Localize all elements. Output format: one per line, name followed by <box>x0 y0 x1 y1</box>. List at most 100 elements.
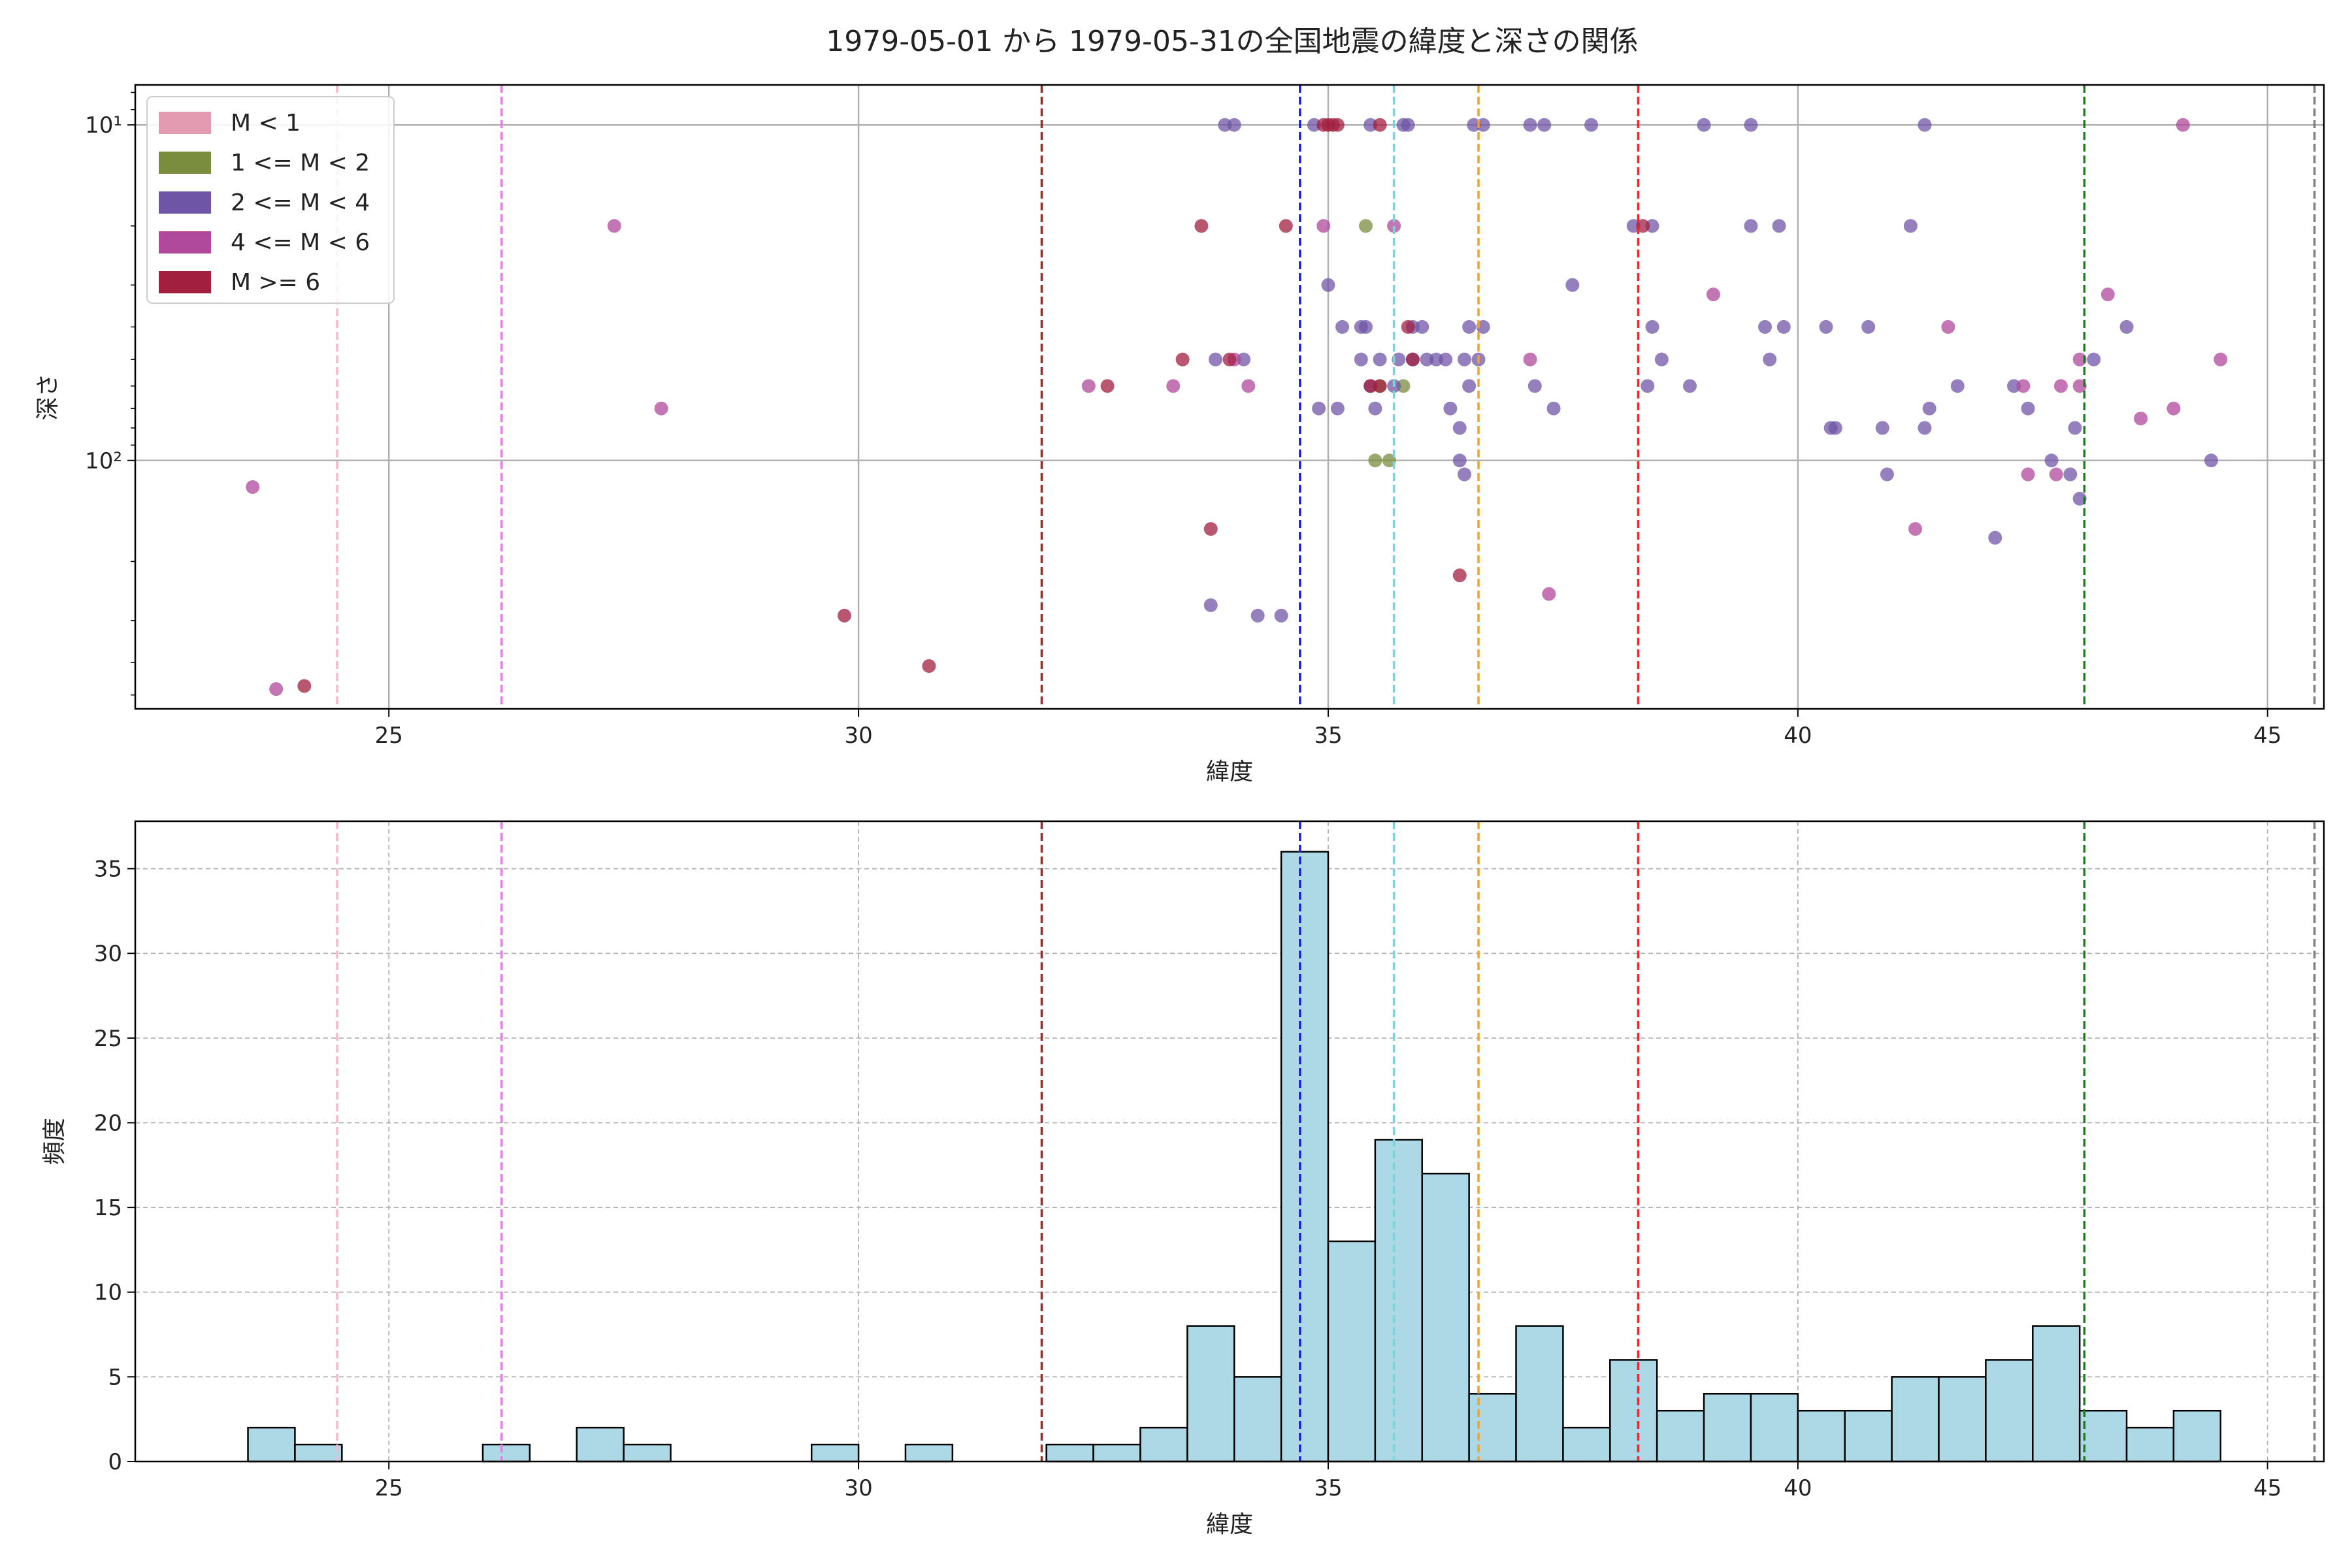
scatter-point <box>1861 319 1876 334</box>
scatter-point <box>1626 219 1641 233</box>
scatter-point <box>1641 379 1655 393</box>
scatter-point <box>1758 319 1772 334</box>
scatter-point <box>1443 401 1458 416</box>
histogram-bar <box>1656 1409 1705 1463</box>
legend-label: 4 <= M < 6 <box>231 229 370 256</box>
histogram-y-tick-label: 25 <box>94 1026 122 1052</box>
histogram-bar <box>1092 1443 1141 1463</box>
series-m-6 <box>297 118 1650 693</box>
scatter-point <box>1373 379 1387 393</box>
scatter-point <box>1908 522 1923 536</box>
scatter-point <box>1316 219 1331 233</box>
scatter-point <box>1312 401 1326 416</box>
histogram-bar <box>1327 1240 1377 1463</box>
scatter-point <box>607 219 621 233</box>
scatter-point <box>1527 379 1542 393</box>
scatter-point <box>1368 453 1382 468</box>
scatter-point <box>1476 118 1490 132</box>
histogram-y-axis-label: 頻度 <box>41 1118 68 1165</box>
series-2-m-4 <box>1203 118 2218 623</box>
histogram-bar <box>1233 1376 1282 1463</box>
scatter-x-tick-label: 45 <box>2253 723 2281 749</box>
scatter-point <box>1208 352 1222 367</box>
scatter-point <box>1321 278 1335 292</box>
scatter-point <box>1354 352 1368 367</box>
scatter-point <box>1744 219 1758 233</box>
scatter-point <box>1654 352 1669 367</box>
scatter-point <box>1880 467 1894 482</box>
scatter-point <box>1875 421 1889 435</box>
scatter-point <box>1452 453 1467 468</box>
scatter-point <box>1373 118 1387 132</box>
histogram-bar <box>1468 1393 1517 1463</box>
scatter-point <box>1203 598 1218 612</box>
histogram-bar <box>2032 1325 2081 1463</box>
scatter-point <box>1307 118 1321 132</box>
legend-label: M < 1 <box>231 110 301 137</box>
histogram-bar <box>1421 1173 1470 1463</box>
scatter-point <box>2072 352 2087 367</box>
scatter-point <box>1645 219 1659 233</box>
scatter-point <box>1392 352 1406 367</box>
scatter-point <box>1645 319 1659 334</box>
histogram-y-tick-label: 5 <box>108 1364 122 1390</box>
scatter-point <box>1439 352 1453 367</box>
legend-swatch <box>159 112 211 134</box>
scatter-point <box>1387 219 1401 233</box>
histogram-bar <box>1139 1426 1188 1463</box>
scatter-point <box>1237 352 1251 367</box>
scatter-point <box>2176 118 2190 132</box>
scatter-point <box>1584 118 1599 132</box>
scatter-point <box>1763 352 1777 367</box>
scatter-point <box>1222 352 1237 367</box>
scatter-point <box>1420 352 1434 367</box>
scatter-point <box>2100 287 2115 302</box>
scatter-point <box>1457 467 1471 482</box>
scatter-point <box>1523 352 1537 367</box>
scatter-point <box>2049 467 2063 482</box>
scatter-point <box>1330 401 1345 416</box>
scatter-point <box>1429 352 1443 367</box>
scatter-point <box>1396 379 1411 393</box>
histogram-bar <box>247 1426 296 1463</box>
scatter-point <box>1358 319 1373 334</box>
scatter-point <box>1452 421 1467 435</box>
scatter-point <box>2213 352 2228 367</box>
scatter-point <box>2021 467 2035 482</box>
scatter-point <box>1462 379 1477 393</box>
latitude-histogram: 25 30 35 40 45 0 5 10 15 20 25 30 35 緯度 頻度 <box>41 820 2325 1538</box>
legend-swatch <box>159 152 211 174</box>
series-1-m-2 <box>1358 219 1411 468</box>
scatter-point <box>1401 118 1415 132</box>
scatter-point <box>654 401 668 416</box>
histogram-y-tick-label: 20 <box>94 1110 122 1136</box>
histogram-bar <box>1562 1426 1611 1463</box>
scatter-point <box>1988 531 2002 545</box>
scatter-x-tick-label: 30 <box>844 723 872 749</box>
histogram-y-tick-label: 15 <box>94 1195 122 1221</box>
scatter-point <box>2007 379 2021 393</box>
histogram-bar <box>2172 1409 2222 1463</box>
scatter-point <box>1166 379 1181 393</box>
scatter-point <box>1335 319 1350 334</box>
scatter-point <box>1081 379 1096 393</box>
histogram-x-tick-label: 35 <box>1314 1475 1342 1501</box>
histogram-bar <box>1280 851 1330 1463</box>
scatter-point <box>1274 608 1288 623</box>
scatter-point <box>1523 118 1537 132</box>
chart-title: 1979-05-01 から 1979-05-31の全国地震の緯度と深さの関係 <box>826 25 1638 58</box>
scatter-point <box>2087 352 2101 367</box>
scatter-point <box>1279 219 1293 233</box>
scatter-point <box>1918 118 1932 132</box>
scatter-x-tick-label: 35 <box>1314 723 1342 749</box>
histogram-x-tick-label: 40 <box>1784 1475 1812 1501</box>
scatter-point <box>2072 491 2087 506</box>
scatter-x-tick-label: 40 <box>1784 723 1812 749</box>
scatter-point <box>1175 352 1190 367</box>
histogram-bar <box>1374 1139 1423 1463</box>
scatter-point <box>2053 379 2068 393</box>
histogram-bar <box>294 1443 343 1463</box>
histogram-bar <box>1750 1393 1799 1463</box>
scatter-point <box>1401 319 1415 334</box>
scatter-point <box>2044 453 2059 468</box>
